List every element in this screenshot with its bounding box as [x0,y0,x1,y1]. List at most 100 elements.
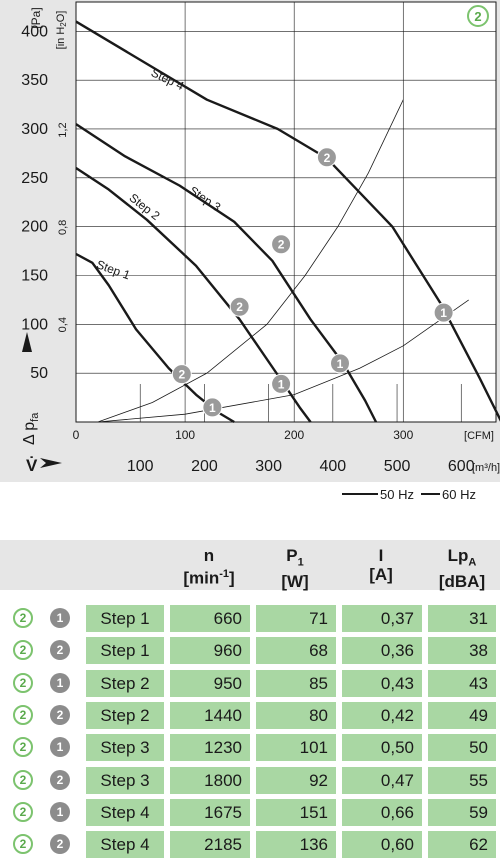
operating-point-icon [171,364,192,385]
frequency-badge-icon: 2 [50,704,70,725]
current-cell: 0,47 [342,766,422,794]
operating-point-icon [316,147,337,168]
y-tick-label: 150 [21,267,48,284]
curve-badge-icon [467,5,489,27]
legend: 50 Hz 60 Hz [342,487,476,502]
legend-50hz-label: 50 Hz [380,487,414,502]
table-row: 2 2 Step 3 1800 92 0,47 55 [0,766,500,794]
speed-cell: 2185 [170,831,250,858]
operating-line [97,99,404,423]
current-cell: 0,43 [342,669,422,697]
y-tick-label-inh2o: 1,2 [57,122,69,137]
x-axis-arrow-icon [40,458,62,468]
operating-point-icon [202,397,223,418]
frequency-badge-icon: 1 [50,737,70,758]
step-cell: Step 4 [86,798,164,826]
curve-badge-icon: 2 [13,672,33,693]
sound-level-cell: 49 [428,701,496,729]
operating-point-icon [271,234,292,255]
step-cell: Step 2 [86,669,164,697]
operating-line [97,299,469,423]
curve-badge-icon: 2 [13,834,33,855]
x-unit-cfm: [CFM] [464,430,494,442]
speed-cell: 960 [170,637,250,665]
table-row: 2 1 Step 2 950 85 0,43 43 [0,669,500,697]
table-row: 2 1 Step 1 660 71 0,37 31 [0,605,500,632]
frequency-badge-icon: 1 [50,672,70,693]
power-cell: 92 [256,766,336,794]
curve-step-2 [75,167,312,423]
legend-60hz-label: 60 Hz [442,487,476,502]
operating-point-label: 2 [236,300,243,314]
current-cell: 0,42 [342,701,422,729]
frequency-badge-icon: 2 [50,769,70,790]
sound-level-cell: 31 [428,605,496,632]
x-unit-m3h: [m³/h] [472,462,500,474]
curve-badge-icon: 2 [13,801,33,822]
y-tick-label: 250 [21,170,48,187]
header-sound-level: LpA [dBA] [438,546,486,592]
operating-point-label: 2 [178,368,185,382]
x-axis-label: V̇ [26,456,38,475]
current-cell: 0,37 [342,605,422,632]
table-row: 2 2 Step 4 2185 136 0,60 62 [0,831,500,858]
sound-level-cell: 55 [428,766,496,794]
curve-badge-icon: 2 [13,704,33,725]
curve-badge-icon: 2 [13,769,33,790]
x-tick-label-cfm: 300 [393,428,413,442]
operating-point-label: 1 [278,377,285,391]
frequency-badge-icon: 1 [50,801,70,822]
y-tick-label: 100 [21,316,48,333]
sound-level-cell: 43 [428,669,496,697]
x-tick-label-m3h: 400 [319,458,346,475]
speed-cell: 1675 [170,798,250,826]
step-cell: Step 3 [86,734,164,762]
table-header: n [min-1] P1 [W] I [A] LpA [dBA] [0,540,500,592]
speed-cell: 1440 [170,701,250,729]
speed-cell: 1800 [170,766,250,794]
current-cell: 0,36 [342,637,422,665]
power-cell: 151 [256,798,336,826]
table-row: 2 2 Step 2 1440 80 0,42 49 [0,701,500,729]
y-axis-arrow-icon [22,332,32,352]
header-current: I [A] [369,546,393,584]
y-tick-label-inh2o: 0,8 [57,220,69,235]
x-tick-label-m3h: 100 [127,458,154,475]
power-cell: 136 [256,831,336,858]
x-tick-label-cfm: 0 [73,428,80,442]
y-axis-label: Δ pfa [21,412,41,445]
operating-point-icon [433,302,454,323]
x-tick-label-cfm: 100 [175,428,195,442]
y-tick-label: 50 [30,365,48,382]
table-row: 2 1 Step 4 1675 151 0,66 59 [0,798,500,826]
y-unit-inh2o: [in H2O] [55,11,68,50]
fan-curve-chart: 2 2 2 2 1 1 1 1 50 100 150 200 250 300 350 400 0 100 200 3… [21,1,500,475]
curve-badge-label: 2 [474,9,481,24]
step-cell: Step 1 [86,605,164,632]
power-cell: 85 [256,669,336,697]
y-tick-label: 350 [21,72,48,89]
operating-point-label: 1 [440,306,447,320]
header-speed: n [min-1] [183,546,235,588]
table-row: 2 1 Step 3 1230 101 0,50 50 [0,734,500,762]
power-cell: 80 [256,701,336,729]
operating-point-label: 1 [337,357,344,371]
frequency-badge-icon: 1 [50,608,70,628]
operating-point-label: 1 [209,401,216,415]
operating-point-icon [229,296,250,317]
chart-panel: 2 2 2 2 1 1 1 1 50 100 150 200 250 300 350 400 0 100 200 3… [0,0,500,482]
speed-cell: 1230 [170,734,250,762]
operating-point-label: 2 [278,238,285,252]
step-cell: Step 4 [86,831,164,858]
power-cell: 101 [256,734,336,762]
frequency-badge-icon: 2 [50,640,70,661]
speed-cell: 660 [170,605,250,632]
current-cell: 0,66 [342,798,422,826]
y-tick-label-inh2o: 0,4 [57,317,69,332]
curve-badge-icon: 2 [13,640,33,661]
sound-level-cell: 50 [428,734,496,762]
curve-step-3 [75,123,378,423]
curve-badge-icon: 2 [13,737,33,758]
table-row: 2 2 Step 1 960 68 0,36 38 [0,637,500,665]
x-tick-label-m3h: 200 [191,458,218,475]
